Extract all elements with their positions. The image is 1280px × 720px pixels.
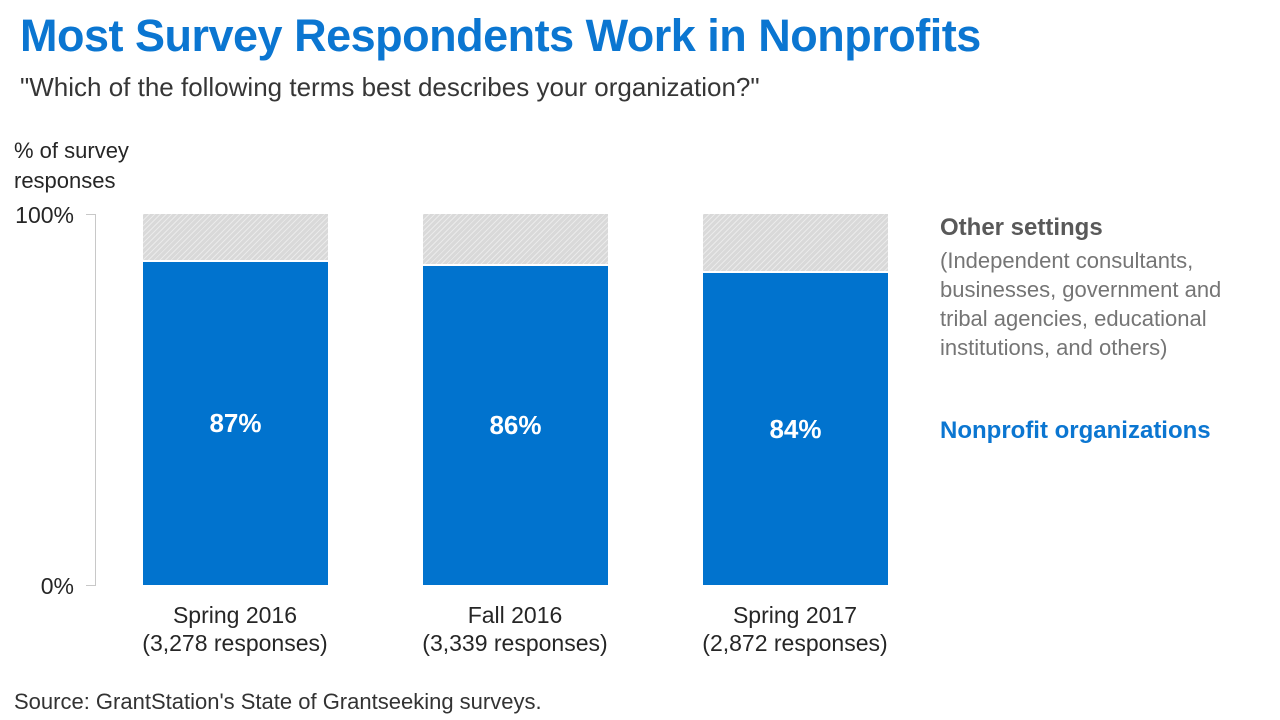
- category-label: Spring 2017: [732, 602, 858, 628]
- chart-title: Most Survey Respondents Work in Nonprofi…: [20, 10, 981, 61]
- bar-spring-2016: 87%: [143, 214, 328, 585]
- bar-segment-nonprofit: 87%: [143, 262, 328, 585]
- bar-spring-2017: 84%: [703, 214, 888, 585]
- bar-segment-nonprofit: 86%: [423, 265, 608, 585]
- category-sublabel: (2,872 responses): [702, 630, 888, 656]
- bar-value-label: 84%: [769, 413, 822, 444]
- y-axis-label: % of survey responses: [14, 138, 129, 193]
- x-axis-label-spring-2016: Spring 2016 (3,278 responses): [85, 601, 385, 657]
- category-label: Spring 2016: [172, 602, 298, 628]
- category-sublabel: (3,339 responses): [422, 630, 608, 656]
- y-tickmark-0: [86, 585, 96, 586]
- bar-segment-other-settings: [143, 214, 328, 263]
- category-label: Fall 2016: [467, 602, 563, 628]
- chart-subtitle: "Which of the following terms best descr…: [20, 72, 760, 102]
- y-tickmark-100: [86, 214, 96, 215]
- y-axis-line: [95, 214, 96, 585]
- x-axis-label-fall-2016: Fall 2016 (3,339 responses): [365, 601, 665, 657]
- bar-segment-other-settings: [703, 214, 888, 274]
- x-axis-label-spring-2017: Spring 2017 (2,872 responses): [645, 601, 945, 657]
- source-note: Source: GrantStation's State of Grantsee…: [14, 689, 542, 714]
- y-tick-label-100: 100%: [15, 202, 74, 228]
- legend-other-settings: Other settings (Independent consultants,…: [940, 214, 1260, 362]
- bar-value-label: 86%: [489, 409, 542, 440]
- bar-segment-other-settings: [423, 214, 608, 266]
- y-tick-label-0: 0%: [40, 573, 74, 599]
- bar-fall-2016: 86%: [423, 214, 608, 585]
- legend-nonprofit-organizations: Nonprofit organizations: [940, 417, 1211, 444]
- legend-other-settings-title: Other settings: [940, 214, 1103, 241]
- legend-other-settings-description: (Independent consultants, businesses, go…: [940, 248, 1222, 360]
- bar-segment-nonprofit: 84%: [703, 273, 888, 585]
- bar-value-label: 87%: [209, 408, 262, 439]
- category-sublabel: (3,278 responses): [142, 630, 328, 656]
